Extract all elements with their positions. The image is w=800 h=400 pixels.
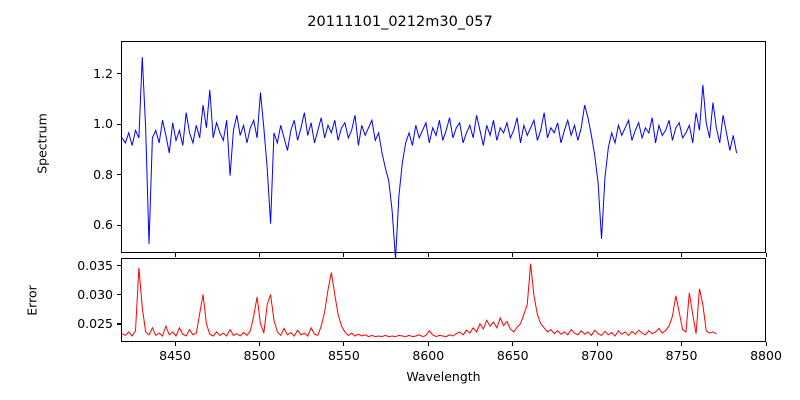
x-tickmark xyxy=(343,253,345,257)
x-tick-label: 8550 xyxy=(327,348,360,363)
y-tickmark xyxy=(117,294,121,296)
error-plot-area xyxy=(121,258,766,342)
error-axis-label: Error xyxy=(24,285,40,316)
x-tickmark xyxy=(343,342,345,346)
x-tickmark xyxy=(174,253,176,257)
y-tickmark xyxy=(117,323,121,325)
y-tickmark xyxy=(117,174,121,176)
x-tick-label: 8750 xyxy=(665,348,698,363)
x-tickmark xyxy=(681,253,683,257)
x-tickmark xyxy=(258,253,261,257)
wavelength-axis-label: Wavelength xyxy=(406,369,481,384)
x-tick-label: 8800 xyxy=(750,348,782,363)
spectrum-axis-label: Spectrum xyxy=(34,113,50,174)
x-tickmark xyxy=(681,342,683,346)
x-tickmark xyxy=(174,342,176,346)
y-tickmark xyxy=(117,224,121,226)
y-tick-label: 0.035 xyxy=(77,257,113,273)
x-tickmark xyxy=(596,342,598,346)
y-tickmark xyxy=(117,265,121,267)
x-tickmark xyxy=(512,342,514,346)
y-tickmark xyxy=(117,123,121,125)
x-tick-label: 8650 xyxy=(496,348,529,363)
page-title: 20111101_0212m30_057 xyxy=(307,14,493,30)
x-tickmark xyxy=(512,253,514,257)
x-tick-label: 8600 xyxy=(412,348,445,363)
x-tickmark xyxy=(596,253,598,257)
x-tickmark xyxy=(258,342,261,346)
x-tick-label: 8500 xyxy=(243,348,276,363)
x-tick-label: 8450 xyxy=(159,348,191,363)
x-tickmark xyxy=(427,253,429,257)
y-tick-label: 0.025 xyxy=(77,315,113,331)
y-tick-label: 1.0 xyxy=(93,116,113,132)
x-tickmark xyxy=(427,342,429,346)
y-tick-label: 0.6 xyxy=(93,217,113,233)
y-tick-label: 0.030 xyxy=(77,286,113,302)
error-line-series xyxy=(121,263,717,338)
spectrum-plot-area xyxy=(121,41,766,260)
y-tick-label: 1.2 xyxy=(93,65,113,81)
x-tickmark xyxy=(765,342,767,346)
x-tickmark xyxy=(765,253,767,257)
x-tick-label: 8700 xyxy=(581,348,614,363)
y-tick-label: 0.8 xyxy=(93,166,113,182)
spectrum-line-series xyxy=(121,57,738,260)
y-tickmark xyxy=(117,73,121,75)
